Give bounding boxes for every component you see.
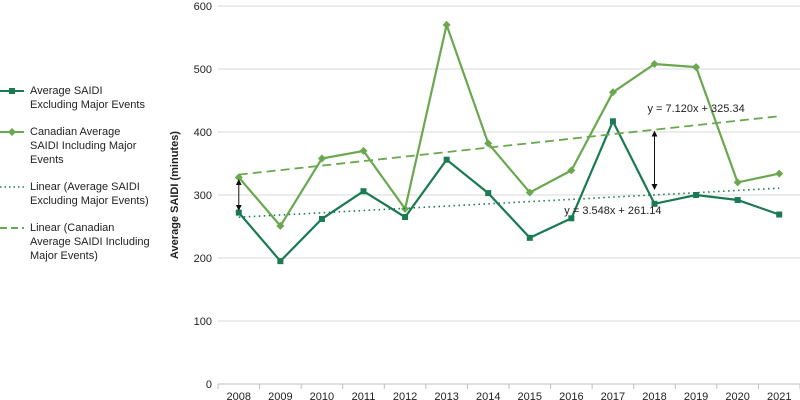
- data-point-square: [526, 234, 533, 241]
- x-tick-label: 2020: [725, 391, 749, 400]
- data-point-square: [776, 211, 783, 218]
- data-point-diamond: [317, 154, 326, 163]
- x-tick-label: 2012: [393, 391, 417, 400]
- x-tick-label: 2016: [559, 391, 583, 400]
- series-line-3: [238, 115, 780, 176]
- y-tick-label: 500: [194, 64, 212, 76]
- x-tick-label: 2021: [767, 391, 791, 400]
- data-point-square: [402, 214, 409, 221]
- data-point-diamond: [650, 59, 659, 68]
- legend-label: Linear (Average SAIDI Excluding Major Ev…: [30, 181, 149, 207]
- data-point-square: [734, 197, 741, 204]
- y-tick-label: 100: [194, 316, 212, 328]
- data-point-diamond: [567, 166, 576, 175]
- x-tick-label: 2008: [227, 391, 251, 400]
- data-point-square: [568, 215, 575, 222]
- gridlines: [218, 5, 800, 322]
- x-tick-label: 2009: [268, 391, 292, 400]
- data-point-diamond: [484, 139, 493, 148]
- y-tick-label: 200: [194, 253, 212, 265]
- annotations: y = 7.120x + 325.34 y = 3.548x + 261.14: [235, 103, 745, 217]
- x-tick-label: 2015: [518, 391, 542, 400]
- data-point-square: [609, 118, 616, 125]
- legend-swatch-solid-diamond: [0, 128, 24, 136]
- y-axis-title: Average SAIDI (minutes): [169, 131, 181, 259]
- data-point-diamond: [733, 178, 742, 187]
- x-tick-label: 2013: [434, 391, 458, 400]
- data-point-diamond: [608, 88, 617, 97]
- data-point-square: [485, 190, 492, 197]
- legend-item: Average SAIDI Excluding Major Events: [0, 84, 160, 112]
- y-tick-label: 0: [206, 379, 212, 391]
- x-tick-label: 2017: [601, 391, 625, 400]
- legend-swatch-dotted: [0, 186, 24, 188]
- data-point-square: [235, 209, 242, 216]
- trendline-equation: y = 3.548x + 261.14: [564, 205, 661, 217]
- data-point-square: [277, 258, 284, 265]
- series-line-0: [237, 118, 780, 263]
- series: [234, 20, 784, 265]
- data-point-square: [651, 200, 658, 207]
- data-point-square: [693, 192, 700, 198]
- legend-item: Canadian Average SAIDI Including Major E…: [0, 125, 160, 167]
- legend-swatch-solid-square: [0, 88, 24, 94]
- series-line-1: [237, 20, 780, 228]
- data-point-square: [318, 215, 325, 222]
- x-tick-label: 2011: [352, 391, 376, 400]
- data-point-diamond: [359, 146, 368, 155]
- data-point-diamond: [775, 169, 784, 178]
- legend: Average SAIDI Excluding Major Events Can…: [0, 84, 160, 276]
- legend-item: Linear (Canadian Average SAIDI Including…: [0, 221, 160, 263]
- legend-label: Canadian Average SAIDI Including Major E…: [30, 126, 137, 166]
- y-tick-label: 600: [194, 1, 212, 13]
- data-point-diamond: [442, 20, 451, 29]
- legend-swatch-dashed: [0, 227, 24, 229]
- trendline-equation: y = 7.120x + 325.34: [647, 103, 744, 115]
- legend-item: Linear (Average SAIDI Excluding Major Ev…: [0, 180, 160, 208]
- x-tick-label: 2014: [476, 391, 500, 400]
- y-tick-label: 300: [194, 190, 212, 202]
- legend-label: Average SAIDI Excluding Major Events: [30, 85, 145, 111]
- legend-label: Linear (Canadian Average SAIDI Including…: [30, 222, 150, 262]
- data-point-square: [443, 156, 450, 163]
- y-tick-label: 400: [194, 127, 212, 139]
- data-point-diamond: [525, 188, 534, 197]
- series-line-2: [238, 187, 780, 218]
- axes: 0 100 200 300 400 500 600 2008 2009 2010 2011 2012 2…: [194, 1, 800, 400]
- x-tick-label: 2019: [684, 391, 708, 400]
- data-point-diamond: [276, 221, 285, 230]
- data-point-diamond: [692, 63, 701, 72]
- x-tick-label: 2010: [310, 391, 334, 400]
- data-point-square: [360, 188, 367, 195]
- x-tick-label: 2018: [642, 391, 666, 400]
